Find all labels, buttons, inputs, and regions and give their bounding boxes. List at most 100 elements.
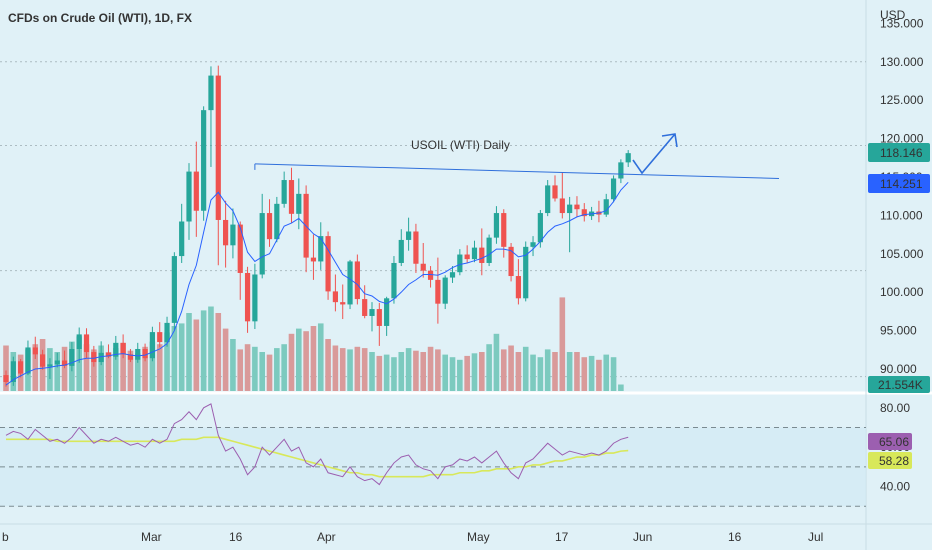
candle-body[interactable] (442, 277, 448, 304)
candle-body[interactable] (61, 360, 68, 366)
projection-arrow[interactable] (632, 133, 676, 175)
volume-bar (376, 355, 383, 391)
candle-body[interactable] (98, 352, 104, 363)
candle-body[interactable] (135, 348, 141, 360)
candle-body[interactable] (340, 302, 346, 305)
candle-body[interactable] (625, 153, 631, 163)
volume-bar (354, 346, 361, 391)
candle-body[interactable] (523, 246, 529, 299)
time-axis-tick: Apr (317, 530, 336, 544)
candle-body[interactable] (215, 75, 221, 220)
candle-body[interactable] (398, 239, 404, 263)
candle-body[interactable] (362, 299, 368, 316)
candle-body[interactable] (91, 352, 97, 363)
candle-body[interactable] (40, 354, 46, 367)
volume-bar (259, 352, 265, 391)
candle-body[interactable] (230, 224, 236, 246)
candle-body[interactable] (581, 209, 587, 217)
candle-body[interactable] (157, 332, 163, 343)
candle-body[interactable] (384, 298, 390, 326)
candle-body[interactable] (413, 231, 419, 264)
candle-body[interactable] (427, 270, 434, 280)
candle-body[interactable] (449, 272, 456, 278)
candle-body[interactable] (567, 204, 573, 214)
candle-body[interactable] (201, 110, 207, 211)
candle-body[interactable] (332, 291, 338, 303)
candle-body[interactable] (32, 347, 38, 355)
candle-body[interactable] (105, 352, 112, 357)
rsi-line (5, 403, 629, 486)
candle-body[interactable] (420, 263, 426, 271)
candle-body[interactable] (281, 180, 287, 204)
volume-bar (32, 344, 39, 391)
candle-body[interactable] (164, 322, 170, 343)
candle-body[interactable] (47, 364, 53, 367)
candle-body[interactable] (223, 219, 229, 246)
resistance-trendline[interactable] (254, 163, 780, 179)
candle-body[interactable] (288, 180, 295, 214)
volume-bar (237, 349, 244, 391)
candle-body[interactable] (552, 185, 558, 199)
candle-body[interactable] (530, 242, 536, 247)
rsi-axis-tick: 80.00 (880, 401, 910, 415)
candle-body[interactable] (318, 236, 324, 262)
candle-body[interactable] (493, 213, 500, 238)
candle-body[interactable] (574, 204, 580, 210)
candle-body[interactable] (545, 185, 551, 214)
projection-arrowhead (661, 133, 678, 148)
candle-body[interactable] (10, 361, 16, 383)
candle-body[interactable] (171, 256, 177, 323)
volume-bar (156, 344, 163, 391)
candle-body[interactable] (537, 213, 543, 243)
candle-body[interactable] (559, 198, 565, 214)
candle-body[interactable] (471, 247, 478, 260)
time-axis-tick: Jun (633, 530, 652, 544)
candle-body[interactable] (406, 231, 412, 240)
candle-body[interactable] (376, 309, 382, 326)
candle-body[interactable] (237, 224, 243, 273)
candle-body[interactable] (618, 162, 624, 179)
candle-body[interactable] (142, 348, 148, 359)
candle-body[interactable] (83, 334, 90, 353)
candle-body[interactable] (18, 361, 24, 374)
candle-body[interactable] (325, 236, 331, 292)
volume-bar (54, 352, 61, 391)
candle-body[interactable] (610, 178, 617, 200)
candle-body[interactable] (296, 193, 302, 214)
candle-body[interactable] (435, 279, 441, 304)
candle-body[interactable] (69, 348, 75, 366)
candle-body[interactable] (501, 213, 507, 247)
candle-body[interactable] (193, 171, 199, 211)
volume-bar (296, 328, 302, 391)
candle-body[interactable] (3, 375, 9, 383)
candle-body[interactable] (464, 254, 470, 260)
candle-body[interactable] (347, 261, 353, 305)
candle-body[interactable] (25, 347, 31, 374)
candle-body[interactable] (603, 199, 609, 215)
candle-body[interactable] (310, 257, 317, 262)
price-axis-tick: 120.000 (880, 132, 924, 146)
candle-body[interactable] (127, 354, 134, 360)
candle-body[interactable] (508, 246, 514, 277)
candle-body[interactable] (120, 342, 126, 355)
candle-body[interactable] (149, 332, 155, 359)
candle-body[interactable] (252, 274, 258, 322)
candle-body[interactable] (54, 360, 60, 365)
candle-body[interactable] (244, 272, 251, 322)
candle-body[interactable] (457, 254, 463, 273)
candle-body[interactable] (179, 221, 185, 257)
candle-body[interactable] (479, 247, 485, 263)
candle-body[interactable] (208, 75, 214, 111)
candle-body[interactable] (391, 262, 397, 299)
candle-body[interactable] (354, 261, 360, 300)
candle-body[interactable] (76, 334, 82, 349)
candle-body[interactable] (515, 276, 521, 299)
candle-body[interactable] (369, 309, 375, 316)
candle-body[interactable] (486, 237, 492, 263)
candle-body[interactable] (186, 171, 192, 222)
candle-body[interactable] (259, 213, 265, 275)
candle-body[interactable] (266, 213, 273, 240)
candle-body[interactable] (274, 203, 280, 240)
candle-body[interactable] (113, 342, 119, 357)
